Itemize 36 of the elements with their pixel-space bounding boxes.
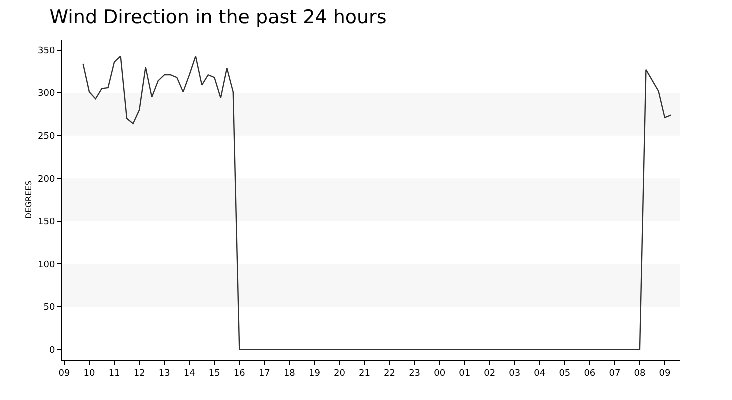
x-tick-label: 19: [308, 368, 321, 379]
y-tick-label: 100: [38, 260, 56, 270]
line-series: [82, 56, 672, 350]
x-tick-label: 21: [359, 368, 370, 379]
y-tick-label: 0: [49, 346, 56, 356]
x-tick-label: 15: [208, 368, 220, 379]
x-tick-label: 16: [234, 368, 246, 379]
y-tick-label: 150: [38, 218, 56, 228]
y-tick-label: 300: [38, 89, 56, 100]
x-tick-label: 14: [184, 368, 196, 379]
y-axis-title: DEGREES: [24, 180, 34, 220]
x-tick-label: 10: [84, 368, 96, 379]
x-tick-label: 09: [659, 368, 671, 379]
x-tick-label: 00: [434, 368, 446, 379]
y-tick-label: 350: [38, 46, 56, 56]
x-tick-label: 17: [258, 368, 270, 379]
x-tick-label: 11: [108, 368, 120, 379]
x-tick-label: 09: [58, 368, 70, 379]
chart-title: Wind Direction in the past 24 hours: [50, 6, 387, 28]
y-tick-label: 250: [38, 132, 56, 142]
x-tick-label: 06: [584, 368, 596, 379]
x-tick-label: 08: [634, 368, 646, 379]
x-tick-label: 22: [384, 368, 396, 379]
x-tick-label: 04: [534, 368, 546, 379]
x-tick-label: 05: [559, 368, 571, 379]
x-tick-label: 07: [609, 368, 621, 379]
y-tick-label: 50: [44, 303, 56, 314]
x-tick-label: 23: [409, 368, 421, 379]
x-tick-label: 18: [284, 368, 296, 379]
x-tick-label: 03: [509, 368, 521, 379]
x-tick-label: 02: [484, 368, 496, 379]
y-tick-label: 200: [38, 174, 56, 185]
x-tick-label: 01: [459, 368, 471, 379]
x-tick-label: 13: [158, 368, 170, 379]
x-tick-label: 20: [334, 368, 346, 379]
x-tick-label: 12: [134, 368, 146, 379]
